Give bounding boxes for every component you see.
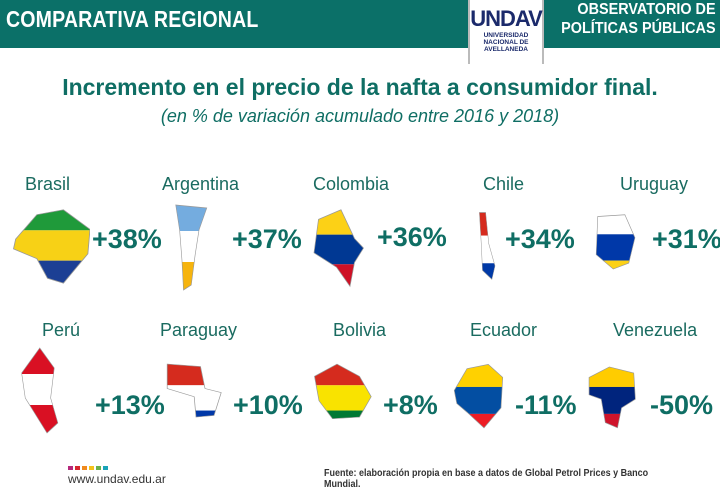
country-label: Paraguay [160, 320, 238, 340]
country-flag-map-icon [595, 214, 636, 270]
flag-stripe [21, 405, 58, 433]
flag-stripe [596, 260, 635, 270]
country-outline [314, 363, 372, 420]
flag-stripe [13, 230, 90, 261]
brand-color-dots [68, 466, 108, 470]
flag-stripe [454, 413, 503, 428]
flag-stripe [454, 364, 503, 387]
country-outline [13, 209, 90, 284]
country-label: Chile [483, 174, 525, 194]
country-value: +34% [505, 224, 575, 254]
country-flag-map-icon [314, 363, 372, 420]
country-outline [479, 212, 496, 280]
header-bar: COMPARATIVA REGIONAL OBSERVATORIO DE POL… [0, 0, 720, 48]
country-value: +8% [383, 390, 438, 420]
flag-stripe [454, 386, 503, 414]
country-outline [313, 209, 364, 288]
logo-sub-3: AVELLANEDA [484, 46, 528, 53]
country-value: -50% [650, 390, 714, 420]
country-flag-map-icon [453, 363, 504, 429]
country-value: +36% [377, 222, 447, 252]
country-label: Venezuela [613, 320, 698, 340]
country-value: +37% [232, 224, 302, 254]
source-note: Fuente: elaboración propia en base a dat… [324, 468, 649, 490]
subtitle: (en % de variación acumulado entre 2016 … [160, 106, 560, 126]
flag-stripe [167, 385, 222, 411]
country-value: +10% [233, 390, 303, 420]
logo-sub-2: NACIONAL DE [483, 39, 529, 46]
country-outline [588, 366, 636, 429]
country-flag-map-icon [479, 212, 496, 280]
country-value: +38% [92, 224, 162, 254]
brand-dot [96, 466, 101, 470]
country-value: +13% [95, 390, 165, 420]
country-label: Ecuador [470, 320, 538, 340]
flag-stripe [314, 410, 372, 419]
website-url[interactable]: www.undav.edu.ar [68, 472, 166, 486]
brand-dot [68, 466, 73, 470]
country-value: +31% [652, 224, 720, 254]
country-label: Bolivia [333, 320, 387, 340]
flag-stripe [13, 209, 90, 231]
country-label: Brasil [25, 174, 71, 194]
flag-stripe [314, 264, 364, 287]
country-outline [595, 214, 636, 270]
country-outline [21, 347, 59, 434]
section-title: COMPARATIVA REGIONAL [6, 6, 259, 32]
flag-stripe [167, 364, 222, 386]
brand-dot [89, 466, 94, 470]
flag-stripe [479, 263, 495, 280]
country-flag-map-icon [588, 366, 636, 429]
country-outline [166, 363, 222, 418]
flag-stripe [13, 260, 90, 284]
main-title: Incremento en el precio de la nafta a co… [62, 74, 658, 100]
flag-stripe [479, 212, 495, 236]
undav-logo: UNDAV UNIVERSIDAD NACIONAL DE AVELLANEDA [468, 0, 544, 64]
country-flag-map-icon [313, 209, 364, 288]
flag-stripe [596, 214, 635, 235]
logo-mark: UNDAV [470, 6, 543, 31]
observatory-title: OBSERVATORIO DE POLÍTICAS PÚBLICAS [562, 0, 716, 38]
flag-stripe [596, 234, 635, 261]
country-outline [175, 204, 208, 291]
flag-stripe [314, 385, 372, 411]
brand-dot [103, 466, 108, 470]
country-label: Uruguay [620, 174, 689, 194]
country-label: Argentina [162, 174, 240, 194]
flag-stripe [589, 366, 636, 387]
brand-dot [82, 466, 87, 470]
country-flag-map-icon [21, 347, 59, 434]
flag-stripe [175, 262, 207, 290]
country-label: Colombia [313, 174, 390, 194]
country-value: -11% [515, 390, 577, 420]
observatory-line-1: OBSERVATORIO DE [577, 1, 716, 18]
country-flag-map-icon [13, 209, 90, 284]
flag-stripe [479, 235, 495, 264]
flag-stripe [589, 386, 636, 414]
flag-stripe [175, 231, 207, 262]
country-flag-map-icon [175, 204, 208, 291]
observatory-line-2: POLÍTICAS PÚBLICAS [561, 20, 716, 37]
country-flag-map-icon [166, 363, 222, 418]
country-outline [453, 363, 504, 429]
brand-dot [75, 466, 80, 470]
logo-sub-1: UNIVERSIDAD [483, 32, 529, 39]
country-label: Perú [42, 320, 81, 340]
